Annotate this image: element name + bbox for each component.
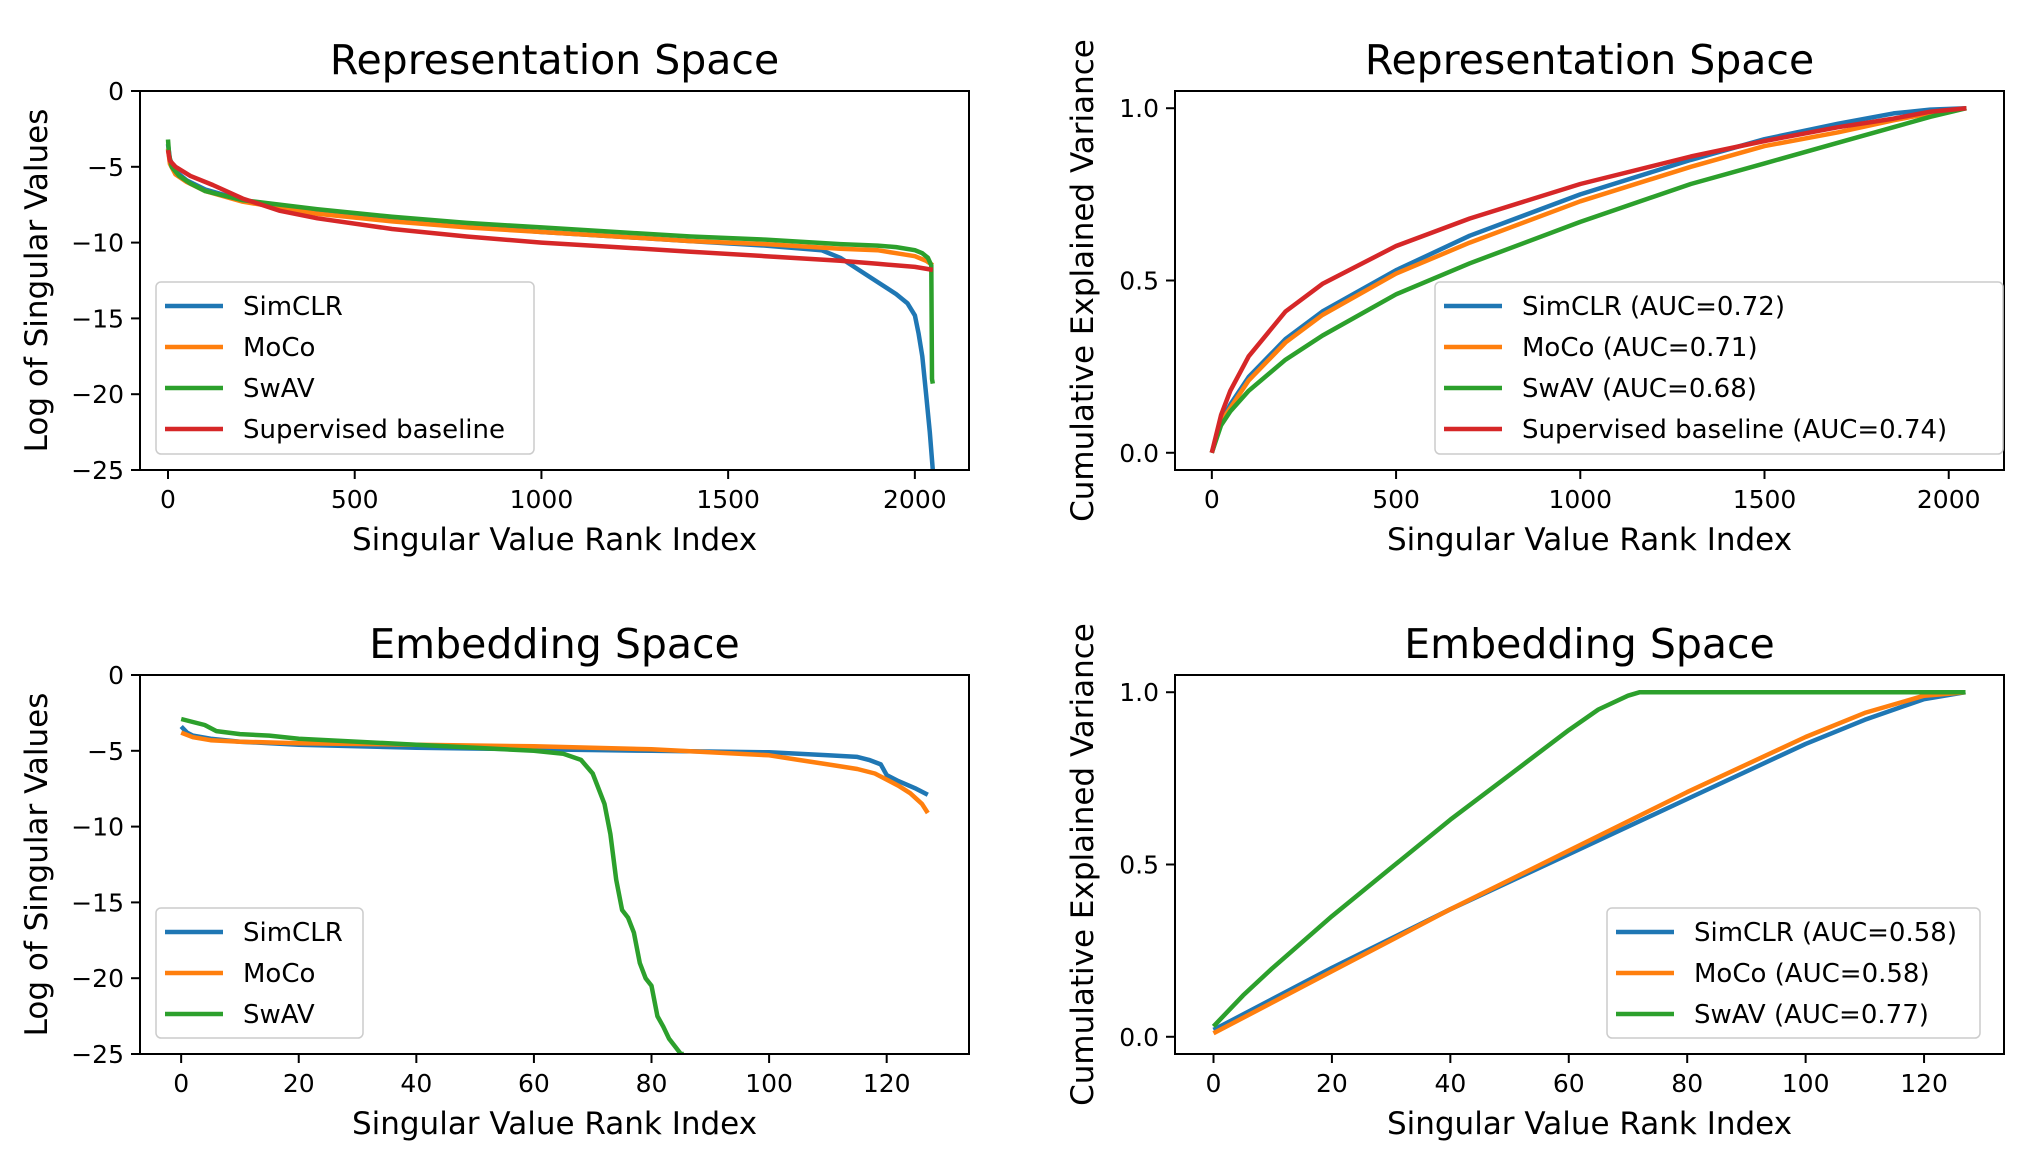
panel-3-xtick-label: 0	[173, 1069, 189, 1098]
panel-2-legend-entry: SimCLR (AUC=0.72)	[1522, 292, 1785, 322]
panel-2-xtick-label: 500	[1372, 485, 1420, 514]
panel-1-legend-entry: Supervised baseline	[243, 415, 505, 445]
panel-1-xtick-label: 1000	[510, 485, 574, 514]
panel-2-xtick-label: 2000	[1917, 485, 1981, 514]
panel-2-x-axis-label: Singular Value Rank Index	[1387, 522, 1792, 558]
panel-1: 0 500 1000 1500 2000 0 −5 −10 −15 −20 −25 Represent…	[19, 36, 970, 558]
panel-3-x-axis-label: Singular Value Rank Index	[352, 1106, 757, 1142]
panel-3-xtick-label: 40	[400, 1069, 432, 1098]
panel-3-ytick-label: −20	[71, 964, 124, 993]
panel-3-legend-entry: SwAV	[243, 1000, 315, 1030]
panel-1-ytick-label: 0	[108, 77, 124, 106]
panel-3-ytick-label: −15	[71, 888, 124, 917]
panel-1-legend-entry: SimCLR	[243, 292, 343, 322]
panel-2-ytick-label: 0.0	[1119, 439, 1159, 468]
panel-3-series-swav-line	[180, 716, 684, 1054]
panel-4-series-swav-line	[1211, 689, 1966, 1028]
panel-1-axes-frame	[139, 90, 970, 471]
panel-3-legend: SimCLR MoCo SwAV	[155, 907, 364, 1039]
panel-4-legend-box	[1606, 907, 1981, 1039]
panel-4-title: Embedding Space	[1404, 620, 1775, 668]
panel-4-ytick-label: 1.0	[1119, 678, 1159, 707]
panel-4-series-moco-line	[1212, 689, 1966, 1036]
panel-4-xtick-label: 40	[1434, 1069, 1466, 1098]
panel-4-xtick-label: 20	[1316, 1069, 1348, 1098]
panel-1-x-axis-label: Singular Value Rank Index	[352, 522, 757, 558]
panel-4-legend-entry: MoCo (AUC=0.58)	[1694, 959, 1930, 989]
panel-4-xtick-label: 120	[1900, 1069, 1948, 1098]
panel-2-legend-entry: MoCo (AUC=0.71)	[1522, 333, 1758, 363]
panel-2-legend-box	[1434, 281, 2004, 455]
panel-3-y-axis-label: Log of Singular Values	[19, 693, 55, 1037]
panel-4-legend-entry: SimCLR (AUC=0.58)	[1694, 918, 1957, 948]
panel-4-xtick-label: 60	[1553, 1069, 1585, 1098]
panel-2-xtick-label: 1000	[1548, 485, 1612, 514]
panel-4-ytick-label: 0.5	[1119, 851, 1159, 880]
panel-3-xtick-label: 120	[863, 1069, 911, 1098]
panel-1-series-supervised-baseline-line	[165, 149, 934, 273]
panel-1-xtick-label: 0	[160, 485, 176, 514]
panel-4-legend: SimCLR (AUC=0.58) MoCo (AUC=0.58) SwAV (AU…	[1606, 907, 1981, 1039]
panel-1-ytick-label: −5	[87, 153, 124, 182]
panel-2-y-axis-label: Cumulative Explained Variance	[1065, 39, 1101, 522]
panel-4: 0 20 40 60 80 100 120 0.0 0.5 1.0 Embedding Space S…	[1065, 620, 2005, 1142]
panel-3-ytick-label: −10	[71, 813, 124, 842]
panel-1-legend: SimCLR MoCo SwAV Supervised baseline	[155, 281, 535, 455]
panel-1-title: Representation Space	[330, 36, 779, 84]
panel-2-ytick-label: 0.5	[1119, 267, 1159, 296]
panel-4-xtick-label: 0	[1206, 1069, 1222, 1098]
panel-2-series-moco-line	[1209, 105, 1967, 454]
panel-1-ytick-label: −25	[71, 456, 124, 485]
panel-4-y-axis-label: Cumulative Explained Variance	[1065, 623, 1101, 1106]
panel-2-ytick-label: 1.0	[1119, 94, 1159, 123]
panel-3: 0 20 40 60 80 100 120 0 −5 −10 −15 −20 −25 Embedding …	[19, 620, 970, 1142]
panel-4-xtick-label: 80	[1671, 1069, 1703, 1098]
panel-2-legend: SimCLR (AUC=0.72) MoCo (AUC=0.71) SwAV (AU…	[1434, 281, 2004, 455]
panel-1-legend-box	[155, 281, 535, 455]
panel-3-xtick-label: 20	[283, 1069, 315, 1098]
panel-2-legend-entry: Supervised baseline (AUC=0.74)	[1522, 415, 1947, 445]
panel-3-ytick-label: −5	[87, 737, 124, 766]
panel-3-series-moco-line	[180, 730, 930, 815]
panel-4-x-axis-label: Singular Value Rank Index	[1387, 1106, 1792, 1142]
panel-1-y-axis-label: Log of Singular Values	[19, 109, 55, 453]
panel-2-legend-entry: SwAV (AUC=0.68)	[1522, 374, 1757, 404]
panel-2-xtick-label: 0	[1204, 485, 1220, 514]
panel-3-xtick-label: 80	[636, 1069, 668, 1098]
panel-1-ytick-label: −20	[71, 380, 124, 409]
panel-3-legend-entry: SimCLR	[243, 918, 343, 948]
panel-1-xtick-label: 2000	[883, 485, 947, 514]
panel-2: 0 500 1000 1500 2000 0.0 0.5 1.0 Representation …	[1065, 36, 2005, 558]
panel-3-legend-box	[155, 907, 364, 1039]
panel-3-ytick-label: 0	[108, 661, 124, 690]
panel-1-xtick-label: 1500	[696, 485, 760, 514]
panel-2-xtick-label: 1500	[1733, 485, 1797, 514]
panel-3-legend-entry: MoCo	[243, 959, 315, 989]
panel-3-xtick-label: 100	[745, 1069, 793, 1098]
panel-1-legend-entry: MoCo	[243, 333, 315, 363]
panel-4-xtick-label: 100	[1782, 1069, 1830, 1098]
panel-3-title: Embedding Space	[369, 620, 740, 668]
panel-1-series-swav-line	[165, 139, 936, 384]
panel-2-series-supervised-baseline-line	[1209, 105, 1967, 454]
panel-1-legend-entry: SwAV	[243, 374, 315, 404]
panel-2-series-swav-line	[1209, 106, 1967, 454]
panel-1-ytick-label: −15	[71, 304, 124, 333]
panel-3-xtick-label: 60	[518, 1069, 550, 1098]
panel-1-ytick-label: −10	[71, 229, 124, 258]
panel-3-axes-frame	[139, 674, 970, 1055]
panel-3-ytick-label: −25	[71, 1040, 124, 1069]
panel-2-title: Representation Space	[1365, 36, 1814, 84]
panel-4-ytick-label: 0.0	[1119, 1023, 1159, 1052]
panel-1-xtick-label: 500	[331, 485, 379, 514]
panel-4-legend-entry: SwAV (AUC=0.77)	[1694, 1000, 1929, 1030]
